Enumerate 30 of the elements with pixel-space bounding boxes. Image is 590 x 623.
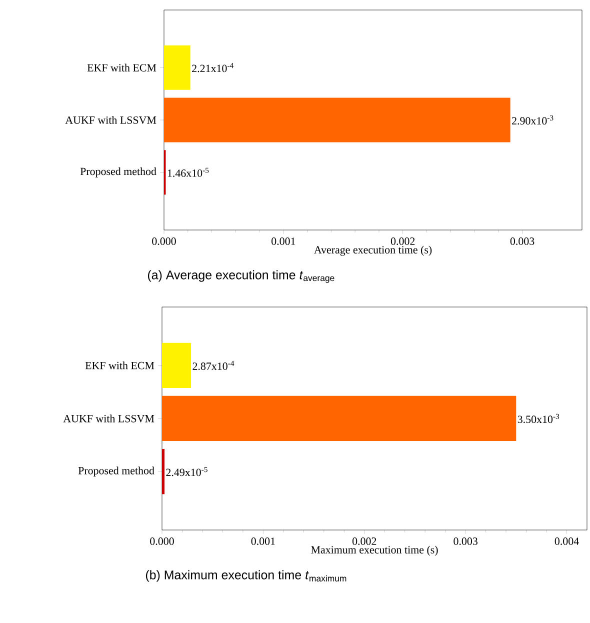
x-tick-label: 0.002 xyxy=(352,538,376,545)
y-tick-label: AUKF with LSSVM xyxy=(65,116,156,124)
data-label: 1.46x10$^{-5}$ xyxy=(168,168,209,177)
y-tick-label: EKF with ECM xyxy=(87,64,156,72)
x-tick-label: 0.000 xyxy=(152,238,176,245)
y-tick-label: EKF with ECM xyxy=(85,362,154,370)
bar xyxy=(164,45,190,90)
y-tick-label: AUKF with LSSVM xyxy=(63,414,154,422)
text: (a) Average execution time t$_{average}$ xyxy=(148,270,334,283)
data-label: 2.87x10$^{-4}$ xyxy=(192,360,234,370)
x-axis-title: Maximum execution time (s) xyxy=(311,546,438,556)
y-tick-label: Proposed method xyxy=(78,466,154,477)
x-axis-title: Average execution time (s) xyxy=(314,246,432,256)
x-tick-label: 0.004 xyxy=(554,538,579,545)
x-tick-label: 0.001 xyxy=(272,238,296,245)
text: (b) Maximum execution time t$_{maximum}$ xyxy=(146,570,346,582)
data-label: 3.50x10$^{-3}$ xyxy=(518,414,560,424)
bar xyxy=(162,396,516,442)
x-tick-label: 0.001 xyxy=(251,538,275,545)
bar xyxy=(162,342,192,388)
x-tick-label: 0.003 xyxy=(454,538,478,545)
x-tick-label: 0.000 xyxy=(150,538,174,545)
bar xyxy=(162,449,165,494)
data-label: 2.49x10$^{-5}$ xyxy=(166,467,208,476)
bar xyxy=(164,98,510,142)
x-tick-label: 0.003 xyxy=(510,238,534,245)
y-tick-label: Proposed method xyxy=(80,167,156,178)
x-tick-label: 0.002 xyxy=(390,238,415,245)
data-label: 2.90x10$^{-3}$ xyxy=(512,115,554,125)
data-label: 2.21x10$^{-4}$ xyxy=(192,63,234,72)
